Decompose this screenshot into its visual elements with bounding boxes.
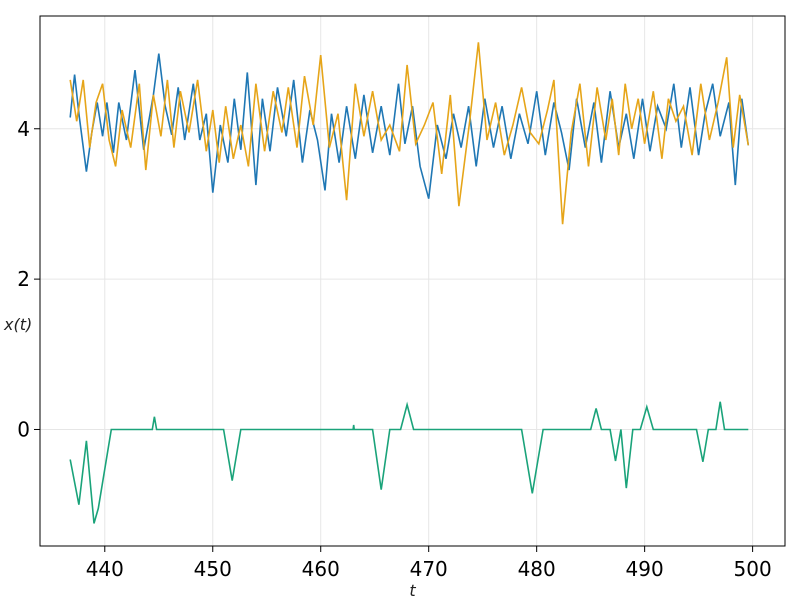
y-axis-label: x(t) — [3, 315, 32, 334]
series-line-2 — [69, 42, 750, 225]
x-tick-label: 480 — [518, 557, 556, 581]
x-axis-label: t — [409, 581, 416, 600]
y-tick-label: 2 — [17, 267, 30, 291]
x-tick-label: 490 — [626, 557, 664, 581]
y-tick-label: 4 — [17, 117, 30, 141]
series-line-1 — [69, 53, 750, 199]
y-tick-label: 0 — [17, 417, 30, 441]
x-tick-label: 470 — [410, 557, 448, 581]
plot-frame — [39, 15, 786, 547]
axis-ticks: 440 450 460 470 480 490 500 0 2 4 — [17, 117, 771, 581]
grid-lines — [40, 16, 785, 546]
x-tick-label: 500 — [734, 557, 772, 581]
x-tick-label: 460 — [302, 557, 340, 581]
x-tick-label: 450 — [194, 557, 232, 581]
series-layer — [69, 42, 750, 524]
x-tick-label: 440 — [86, 557, 124, 581]
series-line-3 — [69, 401, 749, 524]
